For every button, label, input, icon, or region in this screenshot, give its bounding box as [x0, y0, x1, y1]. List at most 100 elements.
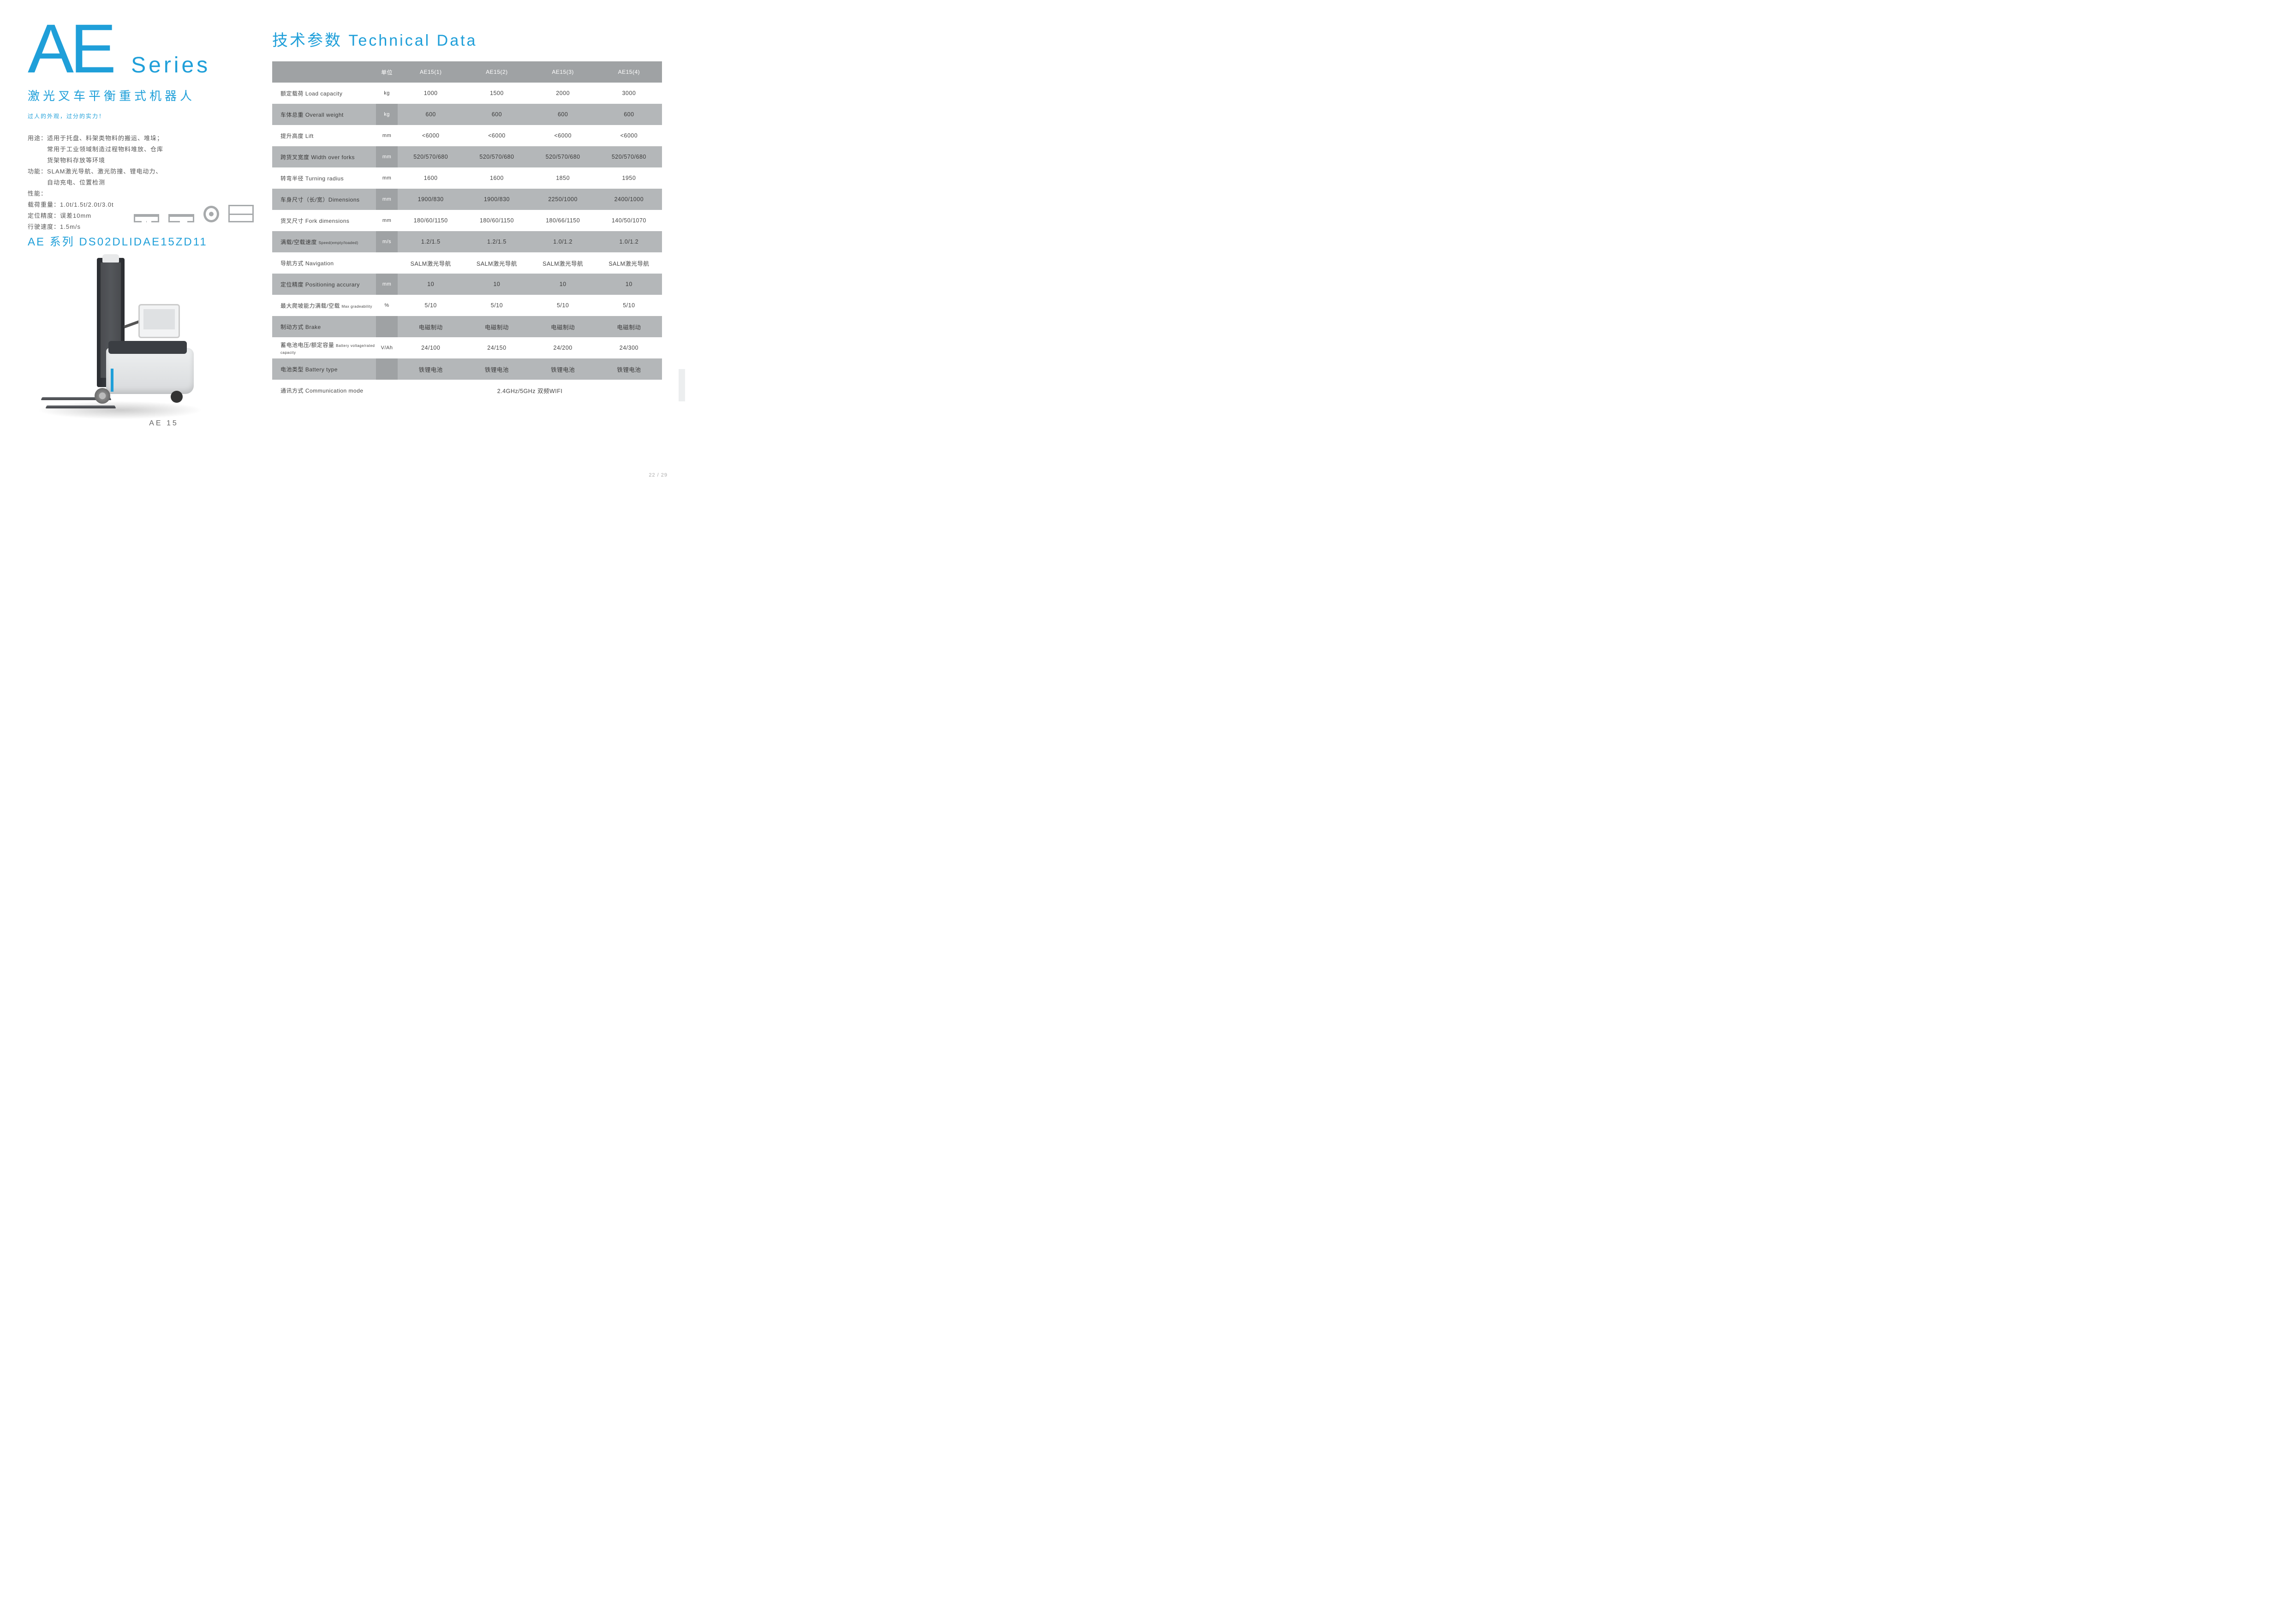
row-unit: [376, 252, 398, 274]
table-row: 车体总重 Overall weightkg600600600600: [272, 104, 662, 125]
col-2: AE15(2): [464, 61, 530, 83]
row-val: 2000: [530, 83, 596, 104]
row-label: 定位精度 Positioning accurary: [272, 274, 376, 295]
row-val: 3000: [596, 83, 662, 104]
row-val: 1.0/1.2: [530, 231, 596, 252]
row-unit: mm: [376, 125, 398, 146]
row-unit: %: [376, 295, 398, 316]
row-val: 1900/830: [398, 189, 464, 210]
row-val: 520/570/680: [398, 146, 464, 167]
row-val: 600: [596, 104, 662, 125]
table-row: 车身尺寸（长/宽）Dimensionsmm1900/8301900/830225…: [272, 189, 662, 210]
row-val: 10: [596, 274, 662, 295]
row-val: 520/570/680: [464, 146, 530, 167]
func-l1: SLAM激光导航、激光防撞、锂电动力、: [47, 168, 162, 175]
title-main: AE: [28, 14, 113, 83]
spec-table: 单位 AE15(1) AE15(2) AE15(3) AE15(4) 额定载荷 …: [272, 61, 662, 401]
perf-label: 性能：: [28, 188, 254, 199]
row-val: 5/10: [464, 295, 530, 316]
row-val: SALM激光导航: [398, 252, 464, 274]
row-val: SALM激光导航: [596, 252, 662, 274]
row-val: 10: [530, 274, 596, 295]
row-val: 5/10: [398, 295, 464, 316]
row-val: 5/10: [530, 295, 596, 316]
row-val: 1.0/1.2: [596, 231, 662, 252]
icons-row: [134, 205, 254, 222]
row-label: 额定载荷 Load capacity: [272, 83, 376, 104]
row-val: SALM激光导航: [530, 252, 596, 274]
row-val: 1850: [530, 167, 596, 189]
forklift-illustration: [51, 258, 226, 415]
row-val: <6000: [398, 125, 464, 146]
row-unit: mm: [376, 167, 398, 189]
model-caption: AE 15: [74, 419, 254, 428]
row-label: 转弯半径 Turning radius: [272, 167, 376, 189]
row-unit: [376, 316, 398, 337]
row-val: 铁锂电池: [596, 358, 662, 380]
row-val: 1.2/1.5: [398, 231, 464, 252]
row-val: 520/570/680: [596, 146, 662, 167]
shelf-icon: [228, 205, 254, 222]
row-label: 满载/空载速度 Speed(empty/loaded): [272, 231, 376, 252]
row-val: 140/50/1070: [596, 210, 662, 231]
page-side-tab: [679, 369, 685, 401]
row-val: 1000: [398, 83, 464, 104]
row-unit: mm: [376, 189, 398, 210]
subtitle-cn: 激光叉车平衡重式机器人: [28, 87, 254, 104]
row-unit: kg: [376, 104, 398, 125]
row-val: 1600: [464, 167, 530, 189]
row-val: <6000: [596, 125, 662, 146]
row-val: 电磁制动: [464, 316, 530, 337]
row-label: 车身尺寸（长/宽）Dimensions: [272, 189, 376, 210]
row-val: 2250/1000: [530, 189, 596, 210]
pallet2-icon: [168, 214, 194, 222]
table-row: 制动方式 Brake电磁制动电磁制动电磁制动电磁制动: [272, 316, 662, 337]
row-label: 车体总重 Overall weight: [272, 104, 376, 125]
usage-label: 用途：: [28, 135, 47, 142]
tech-title: 技术参数 Technical Data: [272, 28, 662, 50]
row-val: 10: [398, 274, 464, 295]
row-unit: [376, 358, 398, 380]
row-unit: mm: [376, 210, 398, 231]
row-val: 2400/1000: [596, 189, 662, 210]
row-unit: V/Ah: [376, 337, 398, 358]
table-row: 提升高度 Liftmm<6000<6000<6000<6000: [272, 125, 662, 146]
row-val: 电磁制动: [398, 316, 464, 337]
table-row: 定位精度 Positioning accurarymm10101010: [272, 274, 662, 295]
row-val: 铁锂电池: [398, 358, 464, 380]
col-4: AE15(4): [596, 61, 662, 83]
usage-l1: 适用于托盘、料架类物料的搬运、堆垛；: [47, 135, 163, 142]
row-val: 600: [530, 104, 596, 125]
row-unit: m/s: [376, 231, 398, 252]
row-val: 1.2/1.5: [464, 231, 530, 252]
row-val: 铁锂电池: [530, 358, 596, 380]
row-unit: mm: [376, 146, 398, 167]
row-val: 180/60/1150: [464, 210, 530, 231]
row-label: 最大爬坡能力满载/空载 Max gradeability: [272, 295, 376, 316]
row-label: 货叉尺寸 Fork dimensions: [272, 210, 376, 231]
row-val: 1950: [596, 167, 662, 189]
table-row: 额定载荷 Load capacitykg1000150020003000: [272, 83, 662, 104]
table-row: 转弯半径 Turning radiusmm1600160018501950: [272, 167, 662, 189]
comm-label: 通讯方式 Communication mode: [272, 380, 376, 401]
row-val: 24/300: [596, 337, 662, 358]
row-label: 制动方式 Brake: [272, 316, 376, 337]
row-val: 电磁制动: [596, 316, 662, 337]
row-val: 1500: [464, 83, 530, 104]
row-val: 24/200: [530, 337, 596, 358]
row-val: 5/10: [596, 295, 662, 316]
row-val: 24/150: [464, 337, 530, 358]
tagline: 过人的外观，过分的实力！: [28, 112, 254, 120]
row-unit: mm: [376, 274, 398, 295]
table-row: 最大爬坡能力满载/空载 Max gradeability%5/105/105/1…: [272, 295, 662, 316]
row-val: SALM激光导航: [464, 252, 530, 274]
model-line: AE 系列 DS02DLIDAE15ZD11: [28, 233, 254, 249]
row-label: 导航方式 Navigation: [272, 252, 376, 274]
row-val: <6000: [464, 125, 530, 146]
row-val: 520/570/680: [530, 146, 596, 167]
col-unit: 单位: [376, 61, 398, 83]
table-row: 蓄电池电压/额定容量 Battery voltage/rated capacit…: [272, 337, 662, 358]
row-val: 铁锂电池: [464, 358, 530, 380]
row-unit: kg: [376, 83, 398, 104]
row-val: 1600: [398, 167, 464, 189]
